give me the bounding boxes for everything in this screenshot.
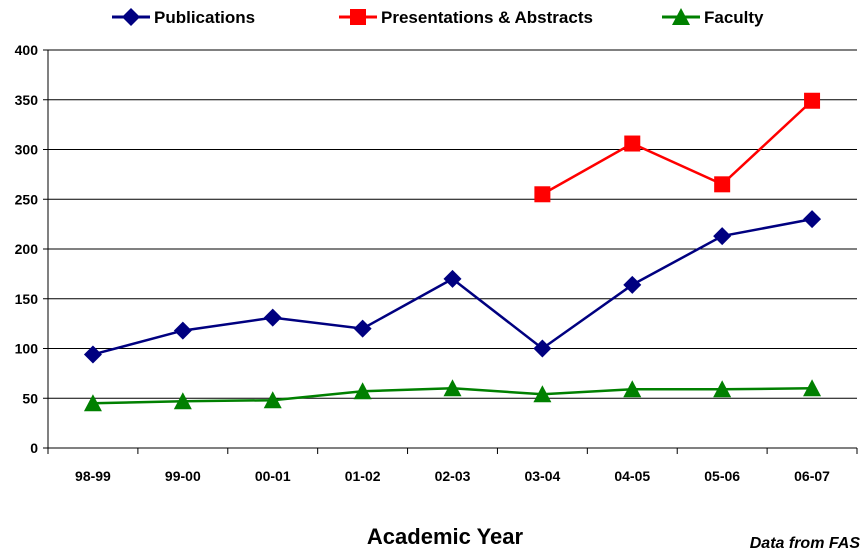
legend-marker: [672, 8, 690, 25]
x-tick-label: 99-00: [165, 468, 201, 484]
data-point: [353, 319, 372, 338]
y-tick-label: 200: [15, 241, 39, 257]
series-presentations-abstracts: [534, 92, 821, 203]
data-point: [263, 391, 282, 409]
data-point: [533, 339, 552, 358]
series-faculty: [83, 379, 822, 412]
x-tick-label: 04-05: [614, 468, 650, 484]
y-tick-label: 400: [15, 42, 39, 58]
legend-item: Presentations & Abstracts: [339, 8, 593, 27]
data-point: [263, 308, 282, 327]
data-point: [804, 92, 821, 109]
data-point: [803, 210, 822, 229]
gridlines: [48, 49, 857, 399]
data-point: [623, 275, 642, 294]
y-tick-label: 150: [15, 291, 39, 307]
data-point: [624, 135, 641, 152]
y-tick-label: 300: [15, 142, 39, 158]
data-point: [173, 321, 192, 340]
data-point: [714, 176, 731, 193]
x-tick-label: 01-02: [345, 468, 381, 484]
series-line: [541, 99, 813, 196]
x-tick-label: 00-01: [255, 468, 291, 484]
legend-label: Faculty: [704, 8, 764, 27]
legend-label: Presentations & Abstracts: [381, 8, 593, 27]
x-tick-label: 06-07: [794, 468, 830, 484]
x-tick-label: 98-99: [75, 468, 111, 484]
series-group: [83, 92, 822, 412]
data-point: [443, 269, 462, 288]
y-tick-label: 50: [22, 390, 38, 406]
legend-marker: [122, 8, 140, 26]
data-point: [623, 380, 642, 398]
y-tick-label: 250: [15, 191, 39, 207]
y-tick-label: 100: [15, 341, 39, 357]
x-tick-label: 02-03: [435, 468, 471, 484]
data-point: [534, 186, 551, 203]
data-point: [173, 392, 192, 410]
y-tick-label: 0: [30, 440, 38, 456]
legend-item: Faculty: [662, 8, 764, 27]
legend-item: Publications: [112, 8, 255, 27]
x-tick-label: 05-06: [704, 468, 740, 484]
x-tick-label: 03-04: [524, 468, 560, 484]
data-point: [443, 379, 462, 397]
data-point: [83, 345, 102, 364]
data-point: [713, 380, 732, 398]
data-source-note: Data from FAS: [750, 535, 861, 552]
x-axis-ticks: 98-99 99-00 00-01 01-02 02-03 03-04 04-05 05-06…: [47, 448, 858, 484]
data-point: [533, 385, 552, 403]
series-publications: [83, 210, 822, 364]
legend-label: Publications: [154, 8, 255, 27]
data-point: [713, 227, 732, 246]
legend: Publications Presentations & Abstracts Fac…: [112, 8, 764, 27]
data-point: [83, 394, 102, 412]
data-point: [803, 379, 822, 397]
x-axis-title: Academic Year: [367, 524, 524, 549]
data-point: [353, 382, 372, 400]
y-tick-label: 350: [15, 92, 39, 108]
y-axis-ticks: 0 50 100 150 200 250 300 350 400: [15, 42, 48, 456]
legend-marker: [350, 9, 366, 25]
